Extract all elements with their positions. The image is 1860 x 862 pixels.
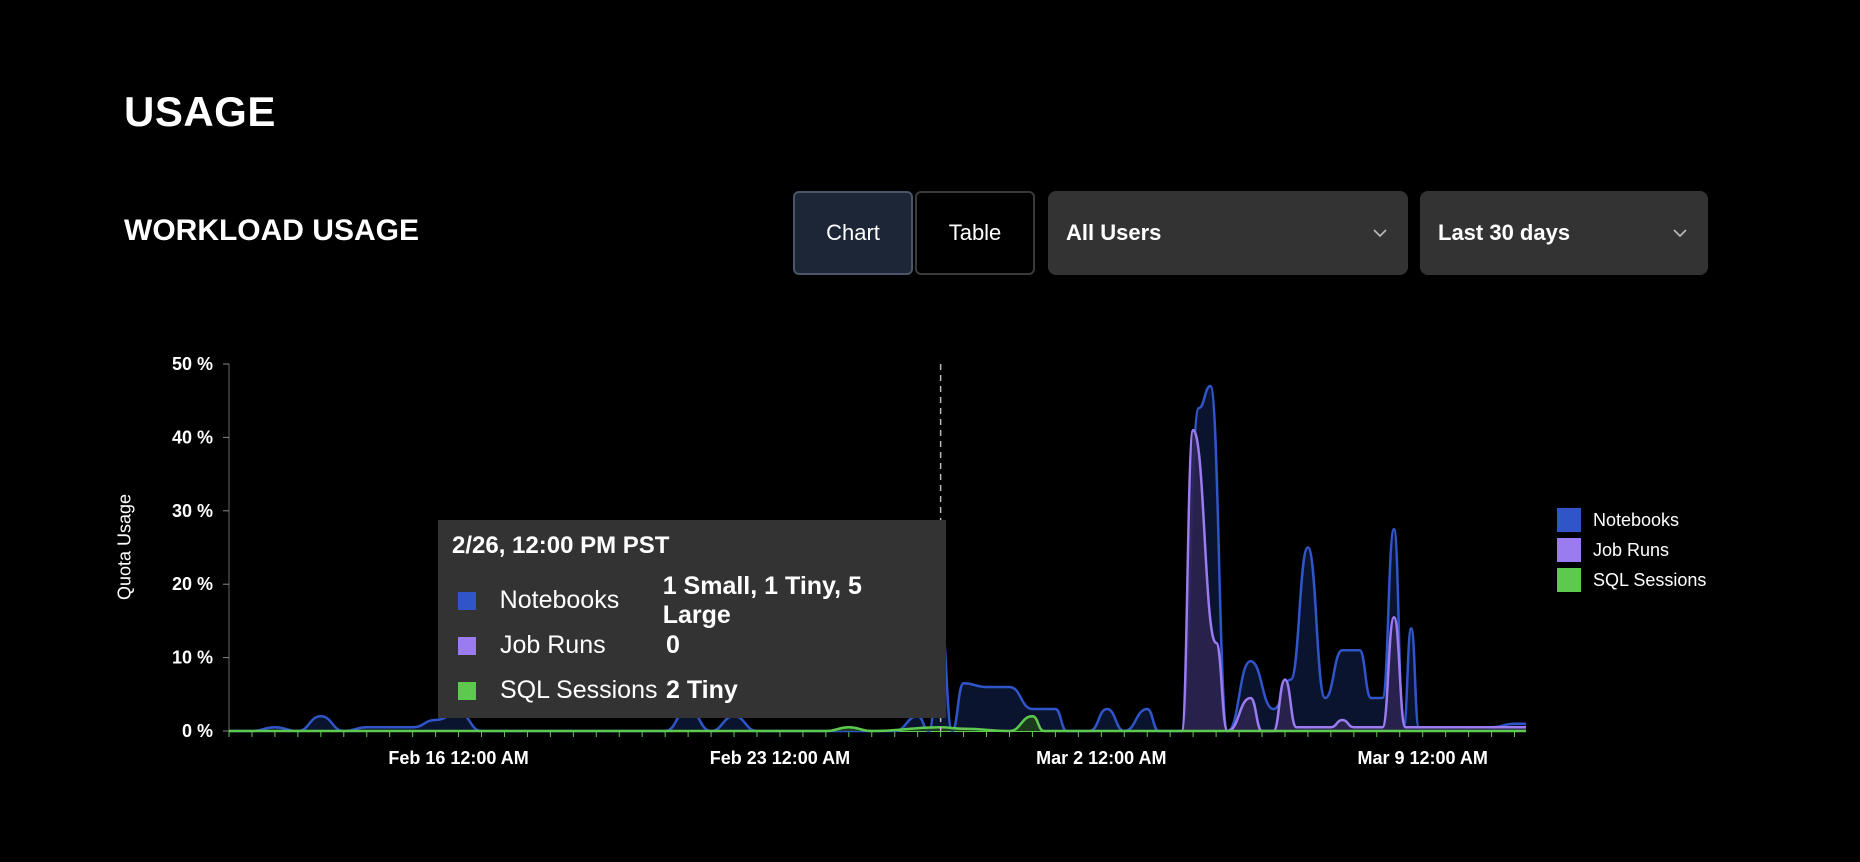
x-tick-label: Feb 23 12:00 AM [710,748,850,768]
chart-tooltip: 2/26, 12:00 PM PST Notebooks 1 Small, 1 … [438,520,946,718]
tooltip-value: 2 Tiny [666,676,738,704]
table-view-button[interactable]: Table [915,191,1035,275]
y-tick-label: 30 % [172,501,213,521]
chart-legend: Notebooks Job Runs SQL Sessions [1557,505,1706,595]
tooltip-label: Notebooks [499,586,620,614]
legend-label: Notebooks [1593,509,1680,530]
tooltip-swatch-notebooks [458,591,476,610]
users-filter-select[interactable]: All Users [1048,191,1408,275]
tooltip-title: 2/26, 12:00 PM PST [452,532,670,559]
users-filter-value: All Users [1066,220,1162,245]
series-line-sql-sessions [228,715,1526,733]
legend-item-sql-sessions[interactable]: SQL Sessions [1557,565,1706,595]
x-tick-label: Mar 2 12:00 AM [1036,748,1166,768]
y-tick-label: 20 % [172,574,213,594]
tooltip-row-notebooks: Notebooks 1 Small, 1 Tiny, 5 Large [452,572,932,629]
legend-item-notebooks[interactable]: Notebooks [1557,505,1706,535]
series-line-job-runs [1180,428,1526,733]
chart-view-button[interactable]: Chart [793,191,913,275]
legend-label: SQL Sessions [1593,569,1707,590]
tooltip-row-job-runs: Job Runs 0 [452,623,932,668]
legend-swatch-notebooks [1557,508,1581,532]
tooltip-value: 1 Small, 1 Tiny, 5 Large [662,571,862,629]
section-title: WORKLOAD USAGE [124,214,419,247]
series-area-job-runs [1181,430,1526,731]
date-range-value: Last 30 days [1438,220,1571,245]
chevron-down-icon [1673,229,1687,238]
y-tick-label: 10 % [172,648,213,668]
tooltip-label: Job Runs [500,631,606,659]
y-tick-label: 0 % [182,721,213,741]
tooltip-value: 0 [666,631,680,659]
y-tick-label: 50 % [172,354,213,374]
view-toggle: Chart Table [793,191,1035,275]
chevron-down-icon [1373,229,1387,238]
x-tick-label: Feb 16 12:00 AM [388,748,528,768]
tooltip-swatch-job-runs [458,636,476,655]
legend-swatch-job-runs [1557,538,1581,562]
legend-label: Job Runs [1593,539,1670,560]
tooltip-label: SQL Sessions [500,676,658,704]
page-title: USAGE [124,88,276,135]
legend-item-job-runs[interactable]: Job Runs [1557,535,1706,565]
date-range-select[interactable]: Last 30 days [1420,191,1708,275]
tooltip-swatch-sql-sessions [458,681,476,700]
legend-swatch-sql-sessions [1557,568,1581,592]
y-tick-label: 40 % [172,427,213,447]
x-tick-label: Mar 9 12:00 AM [1358,748,1488,768]
tooltip-row-sql-sessions: SQL Sessions 2 Tiny [452,668,932,713]
